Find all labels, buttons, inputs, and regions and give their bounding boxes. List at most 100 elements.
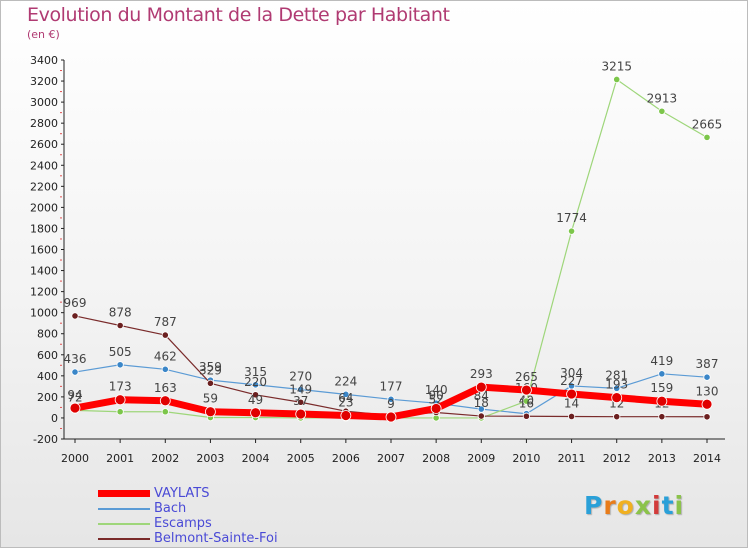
data-label-vaylats: 227 — [560, 374, 583, 388]
data-label-vaylats: 159 — [650, 381, 673, 395]
data-point-bach — [342, 390, 350, 398]
data-label-bach: 304 — [560, 366, 583, 380]
logo-letter: i — [674, 491, 685, 520]
data-label-vaylats: 37 — [293, 394, 308, 408]
data-point-escamps — [613, 75, 621, 84]
y-tick-label: 3000 — [30, 96, 58, 109]
data-label-belmont-sainte-foi: 329 — [199, 363, 222, 377]
data-point-belmont-sainte-foi — [477, 412, 485, 420]
data-label-escamps: 1774 — [556, 211, 587, 225]
legend-label: Escamps — [154, 516, 212, 531]
data-label-belmont-sainte-foi: 149 — [289, 382, 312, 396]
data-label-vaylats: 193 — [605, 378, 628, 392]
x-tick-label: 2011 — [558, 452, 586, 465]
x-tick-label: 2005 — [287, 452, 315, 465]
data-point-belmont-sainte-foi — [522, 412, 531, 420]
data-label-belmont-sainte-foi: 787 — [154, 315, 177, 329]
y-tick-label: 200 — [37, 391, 58, 404]
data-point-vaylats — [340, 410, 352, 421]
data-point-vaylats — [475, 381, 487, 393]
data-point-bach — [703, 373, 711, 381]
y-tick-label: 2800 — [30, 117, 58, 130]
y-tick-label: 1600 — [30, 244, 58, 257]
data-label-bach: 419 — [650, 354, 673, 368]
y-tick-label: 0 — [51, 412, 58, 425]
chart-title: Evolution du Montant de la Dette par Hab… — [27, 4, 450, 26]
data-point-bach — [251, 381, 260, 389]
y-tick-label: 1800 — [30, 222, 58, 235]
y-tick-label: 2600 — [30, 138, 58, 151]
data-point-belmont-sainte-foi — [703, 413, 711, 421]
data-label-belmont-sainte-foi: 220 — [244, 375, 267, 389]
x-tick-label: 2007 — [377, 452, 405, 465]
y-tick-label: 400 — [37, 370, 58, 383]
x-tick-label: 2013 — [648, 452, 676, 465]
data-label-belmont-sainte-foi: 969 — [64, 296, 87, 310]
data-point-vaylats — [69, 402, 81, 414]
legend-swatch — [98, 508, 150, 510]
data-label-belmont-sainte-foi: 18 — [474, 396, 489, 410]
data-label-bach: 224 — [334, 374, 357, 388]
data-point-bach — [477, 405, 485, 413]
data-label-vaylats: 163 — [154, 381, 177, 395]
x-tick-label: 2002 — [151, 452, 179, 465]
logo-letter: x — [634, 491, 652, 520]
data-label-escamps: 72 — [67, 390, 82, 404]
legend-swatch — [98, 523, 150, 525]
data-label-belmont-sainte-foi: 878 — [109, 306, 132, 320]
data-point-escamps — [658, 107, 666, 115]
data-label-vaylats: 265 — [515, 370, 538, 384]
logo-letter: o — [616, 491, 635, 520]
data-point-vaylats — [521, 384, 532, 396]
x-tick-label: 2006 — [332, 452, 360, 465]
legend-label: Belmont-Sainte-Foi — [154, 531, 278, 546]
data-label-bach: 270 — [289, 370, 312, 384]
data-label-vaylats: 94 — [67, 388, 82, 402]
data-label-vaylats: 23 — [338, 396, 353, 410]
y-tick-label: 2200 — [30, 180, 58, 193]
data-point-vaylats — [205, 406, 216, 418]
data-label-bach: 140 — [425, 383, 448, 397]
data-point-belmont-sainte-foi — [116, 321, 124, 330]
data-label-vaylats: 293 — [470, 367, 493, 381]
data-label-belmont-sainte-foi: 64 — [338, 391, 353, 405]
proxiti-logo: Proxiti — [584, 491, 684, 520]
data-point-vaylats — [611, 392, 623, 404]
logo-letter: t — [661, 491, 675, 520]
data-label-escamps: 2913 — [647, 91, 678, 105]
legend-swatch — [98, 538, 150, 540]
data-label-bach: 436 — [64, 352, 87, 366]
x-tick-label: 2003 — [196, 452, 224, 465]
data-label-vaylats: 59 — [203, 392, 218, 406]
data-label-vaylats: 173 — [109, 380, 132, 394]
data-label-vaylats: 49 — [248, 393, 263, 407]
y-tick-label: 1400 — [30, 265, 58, 278]
x-tick-label: 2012 — [603, 452, 631, 465]
data-point-escamps — [522, 397, 531, 405]
data-point-belmont-sainte-foi — [658, 413, 666, 421]
data-label-vaylats: 9 — [387, 397, 395, 411]
x-tick-label: 2004 — [242, 452, 270, 465]
y-tick-label: 3400 — [30, 54, 58, 67]
data-label-belmont-sainte-foi: 16 — [519, 396, 534, 410]
data-point-bach — [387, 395, 395, 403]
data-point-belmont-sainte-foi — [613, 413, 621, 421]
data-point-vaylats — [159, 395, 171, 407]
data-point-vaylats — [114, 394, 126, 406]
data-point-bach — [161, 365, 169, 373]
x-tick-label: 2000 — [61, 452, 89, 465]
data-point-escamps — [567, 227, 576, 235]
data-point-belmont-sainte-foi — [251, 391, 260, 399]
x-tick-label: 2008 — [422, 452, 450, 465]
logo-letter: i — [652, 491, 662, 520]
y-tick-label: -200 — [33, 433, 58, 446]
data-label-vaylats: 130 — [696, 384, 719, 398]
series-line-escamps — [74, 78, 708, 419]
y-tick-label: 2400 — [30, 159, 58, 172]
data-point-vaylats — [385, 411, 397, 423]
data-point-bach — [71, 368, 79, 376]
data-label-bach: 387 — [696, 357, 719, 371]
legend-label: VAYLATS — [154, 486, 210, 501]
y-tick-label: 800 — [37, 328, 58, 341]
